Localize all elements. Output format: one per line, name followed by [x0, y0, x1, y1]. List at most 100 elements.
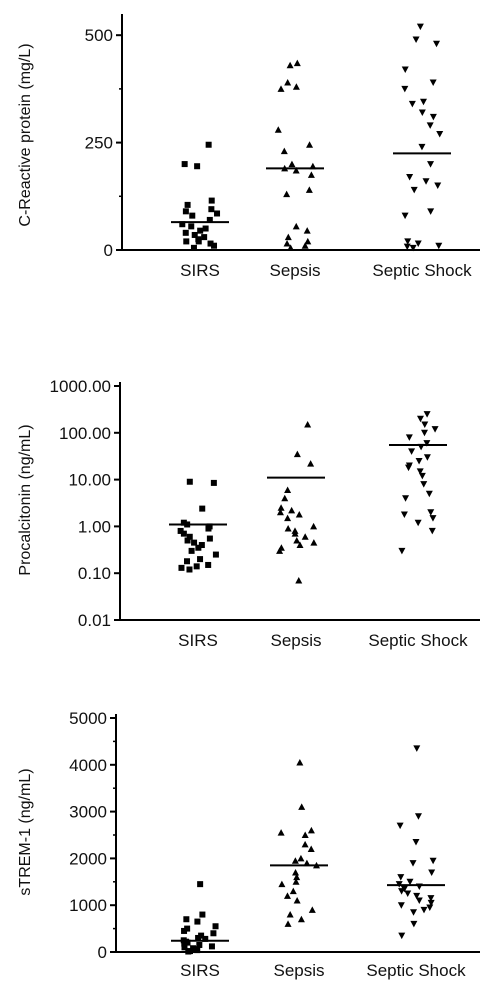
data-point — [280, 147, 288, 155]
y-tick-label: 100.00 — [59, 424, 111, 443]
data-point — [182, 229, 189, 236]
data-point — [197, 881, 204, 888]
data-point — [304, 237, 312, 245]
data-point — [199, 911, 206, 918]
data-point — [421, 421, 429, 429]
data-point — [415, 897, 423, 905]
data-point — [205, 561, 212, 568]
data-point — [403, 243, 411, 251]
data-point — [293, 897, 301, 904]
data-point — [397, 874, 405, 881]
data-point — [401, 66, 409, 74]
data-point — [283, 240, 291, 247]
data-point — [295, 510, 303, 518]
data-point — [305, 186, 313, 193]
data-point — [428, 527, 436, 535]
data-point — [179, 221, 186, 228]
data-point — [420, 906, 428, 914]
data-point — [423, 440, 431, 447]
data-point — [286, 911, 294, 918]
data-point — [418, 109, 426, 117]
data-point — [212, 551, 219, 558]
data-point — [401, 85, 409, 93]
data-point — [183, 916, 190, 923]
data-point — [284, 233, 292, 241]
data-point — [181, 161, 188, 168]
data-point — [181, 927, 188, 934]
y-tick-label: 2000 — [69, 849, 107, 868]
y-tick-label: 500 — [85, 26, 113, 45]
data-point — [296, 758, 304, 766]
data-point — [406, 173, 414, 181]
category-label: Sepsis — [270, 631, 321, 650]
data-point — [408, 448, 416, 455]
data-point — [185, 948, 192, 955]
data-point — [406, 878, 414, 886]
data-point — [293, 873, 301, 881]
category-label: SIRS — [180, 961, 220, 980]
data-point — [199, 505, 206, 512]
data-point — [429, 113, 437, 121]
data-point — [289, 887, 297, 895]
data-point — [293, 59, 301, 67]
data-point — [419, 98, 427, 106]
data-point — [186, 566, 193, 573]
data-point — [409, 860, 417, 867]
data-point — [398, 932, 406, 940]
data-point — [210, 930, 217, 937]
data-point — [307, 845, 315, 853]
category-label: Sepsis — [269, 261, 320, 280]
series-sepsis — [266, 59, 324, 251]
y-tick-label: 0 — [104, 241, 113, 260]
y-tick-label: 0.01 — [78, 611, 111, 630]
category-label: Septic Shock — [372, 261, 472, 280]
data-point — [190, 945, 197, 952]
data-point — [186, 533, 193, 540]
data-point — [307, 826, 315, 834]
data-point — [435, 242, 443, 250]
data-point — [188, 547, 195, 554]
data-point — [292, 222, 300, 230]
category-label: Septic Shock — [368, 631, 468, 650]
data-point — [197, 556, 204, 563]
data-point — [306, 141, 314, 148]
data-point — [413, 745, 421, 752]
data-point — [402, 495, 410, 502]
data-point — [398, 547, 406, 555]
y-tick-label: 4000 — [69, 756, 107, 775]
data-point — [194, 918, 201, 925]
data-point — [184, 558, 191, 565]
data-point — [194, 947, 201, 954]
data-point — [410, 909, 418, 916]
y-tick-label: 0 — [98, 943, 107, 962]
data-point — [292, 868, 300, 876]
data-point — [184, 537, 191, 544]
series-sirs — [171, 141, 229, 251]
data-point — [433, 40, 441, 48]
data-point — [181, 940, 188, 947]
data-point — [184, 939, 191, 946]
data-point — [412, 36, 420, 43]
data-point — [195, 238, 202, 245]
data-point — [414, 519, 422, 527]
data-point — [205, 525, 212, 532]
data-point — [307, 460, 315, 467]
data-point — [212, 923, 219, 930]
y-tick-label: 3000 — [69, 803, 107, 822]
data-point — [180, 530, 187, 537]
data-point — [434, 182, 442, 190]
data-point — [415, 457, 423, 465]
category-label: SIRS — [178, 631, 218, 650]
data-point — [278, 880, 286, 888]
data-point — [210, 479, 217, 486]
data-point — [398, 888, 406, 895]
data-point — [410, 920, 418, 928]
data-point — [416, 23, 424, 31]
data-point — [177, 527, 184, 534]
series-septic-shock — [389, 411, 447, 555]
series-sirs — [171, 881, 229, 955]
data-point — [400, 511, 408, 518]
category-label: SIRS — [180, 261, 220, 280]
data-point — [310, 522, 318, 530]
data-point — [188, 223, 195, 230]
